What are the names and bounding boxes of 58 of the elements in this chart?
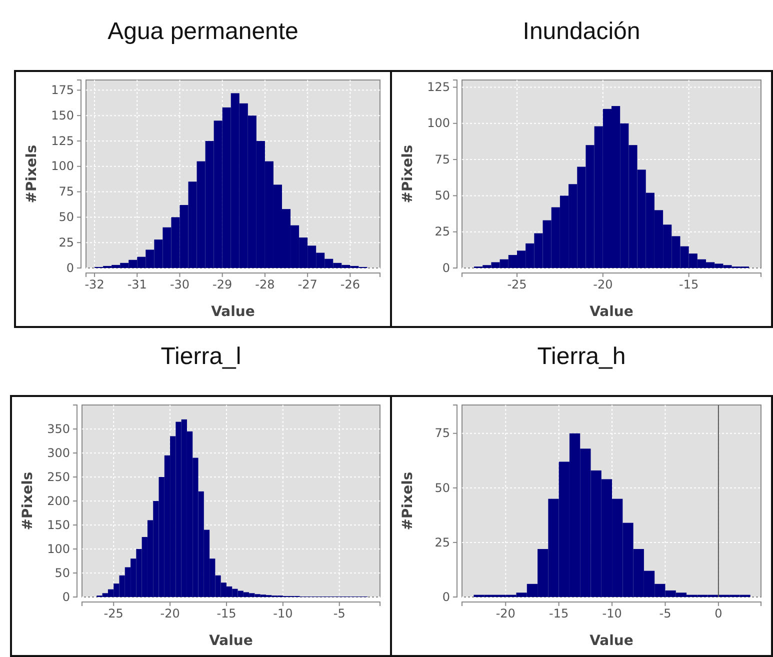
x-tick-label: -20 xyxy=(593,278,613,292)
y-tick-label: 50 xyxy=(54,566,70,580)
y-tick-label: 150 xyxy=(47,518,70,532)
y-axis-title: #Pixels xyxy=(400,472,416,530)
x-tick-label: 0 xyxy=(714,606,722,621)
x-tick-label: -26 xyxy=(340,278,360,292)
x-tick-label: -5 xyxy=(333,606,346,621)
x-tick-label: -25 xyxy=(104,606,124,621)
x-tick-label: -29 xyxy=(212,278,232,292)
chart-title: Inundación xyxy=(522,18,642,46)
x-tick-label: -15 xyxy=(549,606,569,621)
y-tick-label: 350 xyxy=(47,422,70,436)
y-tick-label: 50 xyxy=(434,480,450,495)
y-tick-label: 25 xyxy=(58,235,74,250)
y-tick-label: 0 xyxy=(442,260,450,275)
x-tick-label: -25 xyxy=(507,278,527,292)
y-tick-label: 50 xyxy=(434,188,450,203)
y-tick-label: 75 xyxy=(58,184,74,199)
x-tick-label: -10 xyxy=(273,606,293,621)
y-tick-label: 0 xyxy=(442,590,450,604)
x-tick-label: -20 xyxy=(160,606,180,621)
x-tick-label: -5 xyxy=(659,606,672,621)
y-tick-label: 100 xyxy=(51,159,74,174)
x-tick-label: -15 xyxy=(679,278,699,292)
y-tick-label: 25 xyxy=(434,224,450,239)
y-tick-label: 75 xyxy=(434,426,450,440)
chart-title: Tierra_h xyxy=(536,343,627,371)
y-tick-label: 125 xyxy=(51,134,74,148)
y-tick-label: 100 xyxy=(427,116,450,130)
x-axis-title: Value xyxy=(211,304,255,320)
y-tick-label: 125 xyxy=(427,80,450,94)
x-tick-label: -30 xyxy=(170,278,190,292)
x-tick-label: -20 xyxy=(496,606,516,621)
y-tick-label: 100 xyxy=(47,542,70,556)
y-tick-label: 250 xyxy=(47,470,70,484)
y-axis-title: #Pixels xyxy=(400,144,416,204)
x-tick-label: -28 xyxy=(255,278,275,292)
x-tick-label: -31 xyxy=(127,278,147,292)
y-tick-label: 0 xyxy=(66,260,74,275)
x-tick-label: -15 xyxy=(216,606,236,621)
x-axis-title: Value xyxy=(209,633,253,649)
y-tick-label: 0 xyxy=(62,590,70,604)
chart-title: Agua permanente xyxy=(106,18,300,46)
chart-title: Tierra_l xyxy=(160,343,242,371)
x-tick-label: -32 xyxy=(84,278,104,292)
x-tick-label: -27 xyxy=(298,278,318,292)
x-axis-title: Value xyxy=(590,633,634,649)
y-tick-label: 175 xyxy=(51,83,74,97)
y-tick-label: 75 xyxy=(434,152,450,166)
x-axis-title: Value xyxy=(590,304,634,320)
y-axis-title: #Pixels xyxy=(24,144,40,204)
y-tick-label: 150 xyxy=(51,108,74,122)
y-axis-title: #Pixels xyxy=(20,472,36,530)
y-tick-label: 50 xyxy=(58,210,74,224)
x-tick-label: -10 xyxy=(602,606,622,621)
y-tick-label: 300 xyxy=(47,446,70,460)
y-tick-label: 200 xyxy=(47,494,70,508)
y-tick-label: 25 xyxy=(434,535,450,550)
